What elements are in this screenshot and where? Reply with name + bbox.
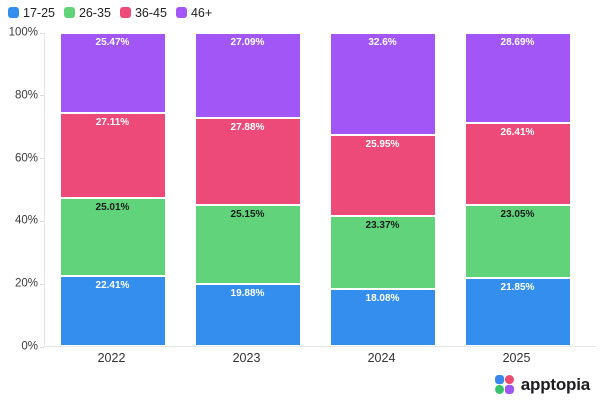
y-tick-label: 60% xyxy=(14,151,38,164)
bar-segment-2022-46+: 25.47% xyxy=(59,33,166,113)
y-tick-mark xyxy=(40,32,44,34)
segment-value-label: 25.95% xyxy=(365,139,400,151)
segment-value-label: 32.6% xyxy=(368,37,397,48)
x-tick-label-2024: 2024 xyxy=(367,351,396,365)
chart-legend: 17-25 26-35 36-45 46+ xyxy=(8,6,212,20)
segment-value-label: 23.05% xyxy=(500,209,535,221)
segment-value-label: 28.69% xyxy=(500,37,535,48)
y-tick-label: 0% xyxy=(21,340,38,353)
bar-segment-2024-17-25: 18.08% xyxy=(329,289,436,346)
segment-value-label: 18.08% xyxy=(365,293,400,305)
segment-value-label: 25.01% xyxy=(95,201,130,213)
y-tick-label: 20% xyxy=(14,277,38,290)
bar-slot-2024: 32.6% 25.95% 23.37% 18.08% xyxy=(315,33,450,346)
brand-logo: apptopia xyxy=(494,374,590,395)
bar-slot-2023: 27.09% 27.88% 25.15% 19.88% xyxy=(180,33,315,346)
y-tick-mark xyxy=(40,95,44,97)
x-axis: 2022 2023 2024 2025 xyxy=(44,351,584,365)
segment-value-label: 27.11% xyxy=(95,116,130,128)
segment-value-label: 27.09% xyxy=(230,37,265,48)
y-tick-mark xyxy=(40,220,44,222)
x-tick-label-2023: 2023 xyxy=(232,351,261,365)
bar-segment-2025-36-45: 26.41% xyxy=(464,122,571,206)
legend-label: 17-25 xyxy=(23,6,55,20)
bar-segment-2025-26-35: 23.05% xyxy=(464,205,571,278)
x-tick-label-2025: 2025 xyxy=(502,351,531,365)
bar-segment-2024-26-35: 23.37% xyxy=(329,216,436,290)
legend-item-26-35[interactable]: 26-35 xyxy=(63,6,111,20)
y-tick-mark xyxy=(40,158,44,160)
legend-item-17-25[interactable]: 17-25 xyxy=(8,6,55,20)
bar-segment-2023-26-35: 25.15% xyxy=(194,205,301,284)
legend-swatch-icon xyxy=(175,7,187,19)
stacked-bar-2025: 28.69% 26.41% 23.05% 21.85% xyxy=(464,33,571,346)
legend-item-36-45[interactable]: 36-45 xyxy=(119,6,167,20)
bar-slot-2025: 28.69% 26.41% 23.05% 21.85% xyxy=(450,33,585,346)
legend-swatch-icon xyxy=(8,7,19,19)
bar-segment-2025-46+: 28.69% xyxy=(464,33,571,123)
stacked-bar-2024: 32.6% 25.95% 23.37% 18.08% xyxy=(329,33,436,346)
segment-value-label: 21.85% xyxy=(500,281,535,293)
bar-segment-2023-46+: 27.09% xyxy=(194,33,301,118)
y-tick-mark xyxy=(40,283,44,285)
x-tick-label-2022: 2022 xyxy=(97,351,126,365)
segment-value-label: 19.88% xyxy=(230,287,265,299)
bar-segment-2025-17-25: 21.85% xyxy=(464,277,571,346)
plot-area: 25.47% 27.11% 25.01% 22.41% 27.09% 27.88% 25.1… xyxy=(44,33,596,347)
bar-segment-2022-26-35: 25.01% xyxy=(59,197,166,276)
stacked-bar-2023: 27.09% 27.88% 25.15% 19.88% xyxy=(194,33,301,346)
bar-segment-2023-17-25: 19.88% xyxy=(194,283,301,346)
legend-label: 46+ xyxy=(190,6,213,20)
segment-value-label: 23.37% xyxy=(365,220,400,232)
y-tick-mark xyxy=(40,346,44,348)
bar-segment-2022-17-25: 22.41% xyxy=(59,275,166,346)
stacked-bar-2022: 25.47% 27.11% 25.01% 22.41% xyxy=(59,33,166,346)
segment-value-label: 26.41% xyxy=(500,126,535,138)
segment-value-label: 25.15% xyxy=(230,209,265,221)
bar-segment-2024-36-45: 25.95% xyxy=(329,135,436,217)
bar-segment-2023-36-45: 27.88% xyxy=(194,117,301,206)
segment-value-label: 22.41% xyxy=(95,279,130,291)
legend-label: 36-45 xyxy=(134,6,167,20)
legend-item-46+[interactable]: 46+ xyxy=(175,6,213,20)
y-tick-label: 100% xyxy=(8,26,38,39)
bar-slot-2022: 25.47% 27.11% 25.01% 22.41% xyxy=(45,33,180,346)
y-tick-label: 40% xyxy=(14,214,38,227)
legend-swatch-icon xyxy=(63,7,75,19)
bar-segment-2022-36-45: 27.11% xyxy=(59,112,166,198)
legend-swatch-icon xyxy=(119,7,131,19)
segment-value-label: 25.47% xyxy=(95,37,130,48)
y-axis: 0% 20% 40% 60% 80% 100% xyxy=(0,27,44,352)
bars-container: 25.47% 27.11% 25.01% 22.41% 27.09% 27.88% 25.1… xyxy=(45,33,585,346)
apptopia-clover-icon xyxy=(494,375,514,394)
y-tick-label: 80% xyxy=(14,89,38,102)
bar-segment-2024-46+: 32.6% xyxy=(329,33,436,136)
segment-value-label: 27.88% xyxy=(230,121,265,133)
brand-logo-text: apptopia xyxy=(520,374,590,394)
legend-label: 26-35 xyxy=(78,6,111,20)
